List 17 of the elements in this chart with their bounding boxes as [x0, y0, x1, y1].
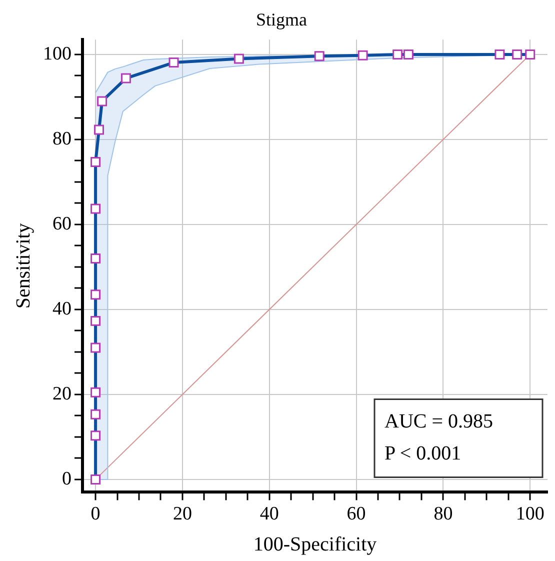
x-tick-label: 40: [260, 504, 279, 525]
x-tick-label: 80: [434, 504, 453, 525]
chart-title: Stigma: [256, 10, 308, 30]
y-tick-label: 40: [52, 298, 72, 320]
y-tick-label: 20: [52, 383, 72, 404]
x-tick-label: 60: [346, 504, 366, 525]
y-tick-label: 0: [62, 468, 72, 490]
y-tick-label: 60: [52, 213, 72, 234]
x-tick-label: 20: [172, 504, 192, 525]
annotation: AUC = 0.985: [384, 410, 494, 432]
x-tick-label: 100: [516, 504, 544, 525]
x-tick-label: 0: [90, 504, 100, 525]
y-tick-label: 80: [52, 128, 72, 150]
annotation: P < 0.001: [384, 442, 462, 464]
y-axis-title: Sensitivity: [12, 223, 34, 309]
y-tick-label: 100: [43, 43, 72, 64]
x-axis-title: 100-Specificity: [253, 533, 377, 556]
